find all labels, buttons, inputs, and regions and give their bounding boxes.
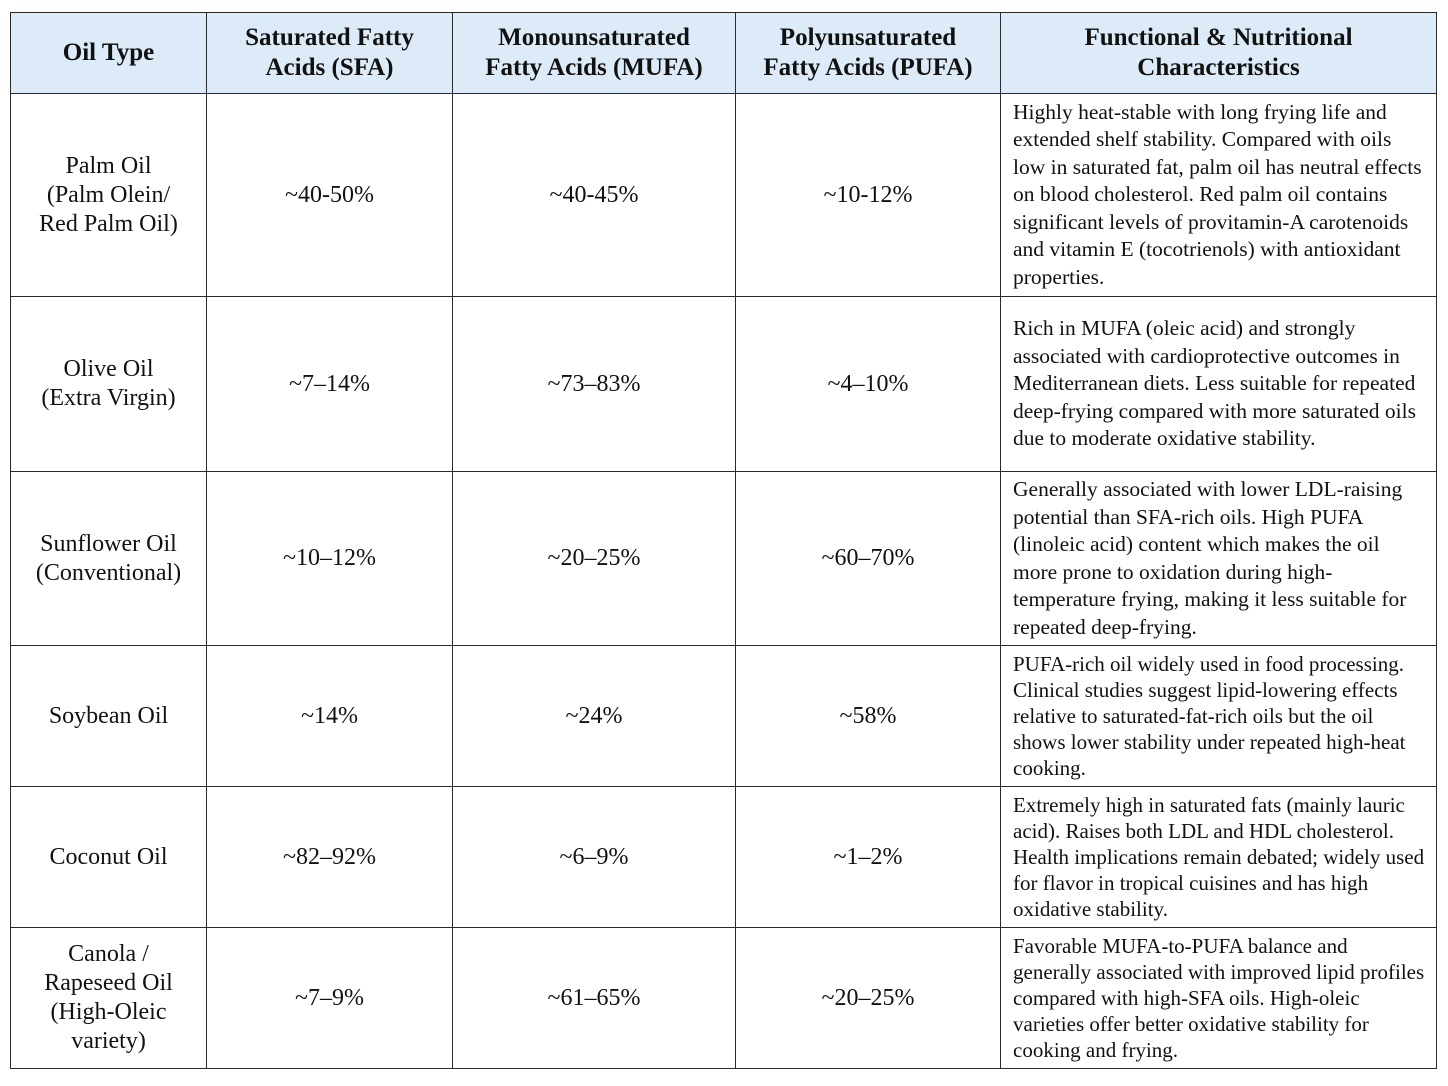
header-oil-type: Oil Type — [10, 12, 207, 94]
header-sfa: Saturated Fatty Acids (SFA) — [206, 12, 453, 94]
characteristics-text: Highly heat-stable with long frying life… — [1000, 93, 1437, 297]
table-row: Coconut Oil ~82–92% ~6–9% ~1–2% Extremel… — [10, 786, 1437, 928]
header-row: Oil Type Saturated Fatty Acids (SFA) Mon… — [10, 12, 1437, 94]
oil-name: Palm Oil (Palm Olein/ Red Palm Oil) — [10, 93, 207, 297]
sfa-value: ~7–14% — [206, 296, 453, 472]
table-row: Palm Oil (Palm Olein/ Red Palm Oil) ~40-… — [10, 93, 1437, 297]
oil-name: Soybean Oil — [10, 645, 207, 787]
header-pufa: Polyunsaturated Fatty Acids (PUFA) — [735, 12, 1001, 94]
mufa-value: ~61–65% — [452, 927, 736, 1069]
mufa-value: ~24% — [452, 645, 736, 787]
mufa-value: ~6–9% — [452, 786, 736, 928]
pufa-value: ~20–25% — [735, 927, 1001, 1069]
characteristics-text: Extremely high in saturated fats (mainly… — [1000, 786, 1437, 928]
header-characteristics: Functional & Nutritional Characteristics — [1000, 12, 1437, 94]
characteristics-text: Favorable MUFA-to-PUFA balance and gener… — [1000, 927, 1437, 1069]
sfa-value: ~40-50% — [206, 93, 453, 297]
table-row: Canola / Rapeseed Oil (High-Oleic variet… — [10, 927, 1437, 1069]
table-body: Palm Oil (Palm Olein/ Red Palm Oil) ~40-… — [10, 93, 1437, 1069]
characteristics-text: Rich in MUFA (oleic acid) and strongly a… — [1000, 296, 1437, 472]
header-mufa: Monounsaturated Fatty Acids (MUFA) — [452, 12, 736, 94]
sfa-value: ~14% — [206, 645, 453, 787]
table-row: Olive Oil (Extra Virgin) ~7–14% ~73–83% … — [10, 296, 1437, 472]
pufa-value: ~1–2% — [735, 786, 1001, 928]
characteristics-text: Generally associated with lower LDL-rais… — [1000, 471, 1437, 646]
sfa-value: ~7–9% — [206, 927, 453, 1069]
pufa-value: ~4–10% — [735, 296, 1001, 472]
pufa-value: ~60–70% — [735, 471, 1001, 646]
table-row: Sunflower Oil (Conventional) ~10–12% ~20… — [10, 471, 1437, 646]
mufa-value: ~20–25% — [452, 471, 736, 646]
oil-name: Canola / Rapeseed Oil (High-Oleic variet… — [10, 927, 207, 1069]
mufa-value: ~40-45% — [452, 93, 736, 297]
oil-comparison-table: Oil Type Saturated Fatty Acids (SFA) Mon… — [10, 12, 1437, 1069]
mufa-value: ~73–83% — [452, 296, 736, 472]
sfa-value: ~10–12% — [206, 471, 453, 646]
oil-name: Sunflower Oil (Conventional) — [10, 471, 207, 646]
table-row: Soybean Oil ~14% ~24% ~58% PUFA-rich oil… — [10, 645, 1437, 787]
table-header: Oil Type Saturated Fatty Acids (SFA) Mon… — [10, 12, 1437, 94]
pufa-value: ~10-12% — [735, 93, 1001, 297]
sfa-value: ~82–92% — [206, 786, 453, 928]
pufa-value: ~58% — [735, 645, 1001, 787]
oil-name: Coconut Oil — [10, 786, 207, 928]
oil-name: Olive Oil (Extra Virgin) — [10, 296, 207, 472]
characteristics-text: PUFA-rich oil widely used in food proces… — [1000, 645, 1437, 787]
